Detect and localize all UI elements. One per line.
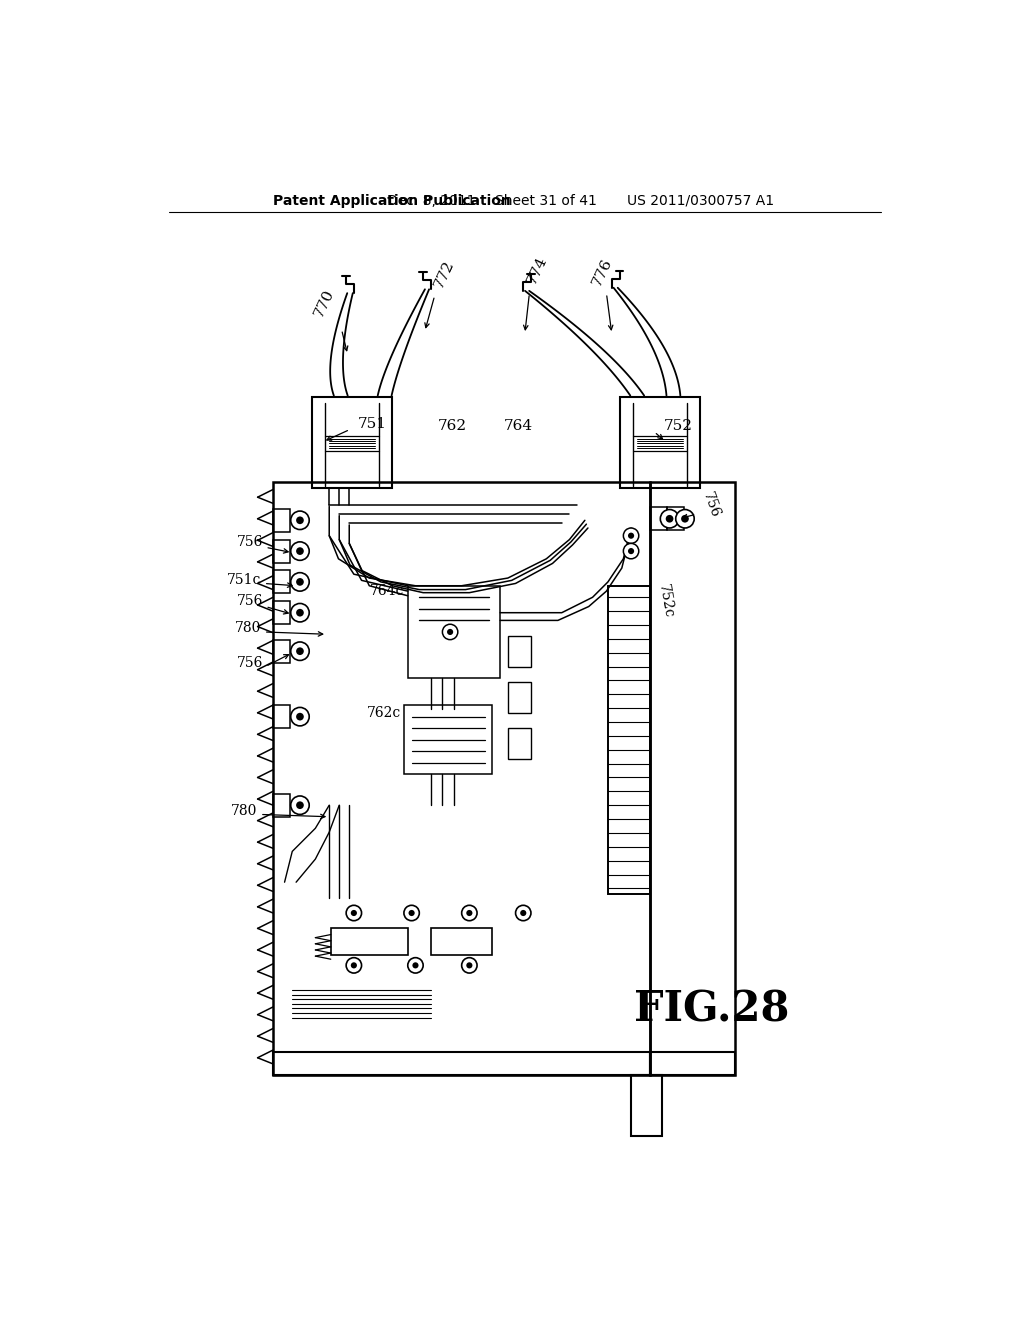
- Text: 772: 772: [432, 257, 457, 290]
- Bar: [408, 586, 500, 678]
- Circle shape: [291, 603, 309, 622]
- Bar: [273, 570, 290, 594]
- Circle shape: [291, 642, 309, 660]
- Circle shape: [291, 573, 309, 591]
- Circle shape: [351, 962, 357, 969]
- Text: 780: 780: [236, 622, 261, 635]
- Bar: [650, 482, 735, 1074]
- Circle shape: [681, 515, 689, 523]
- Circle shape: [346, 958, 361, 973]
- Circle shape: [291, 708, 309, 726]
- Text: Sheet 31 of 41: Sheet 31 of 41: [496, 194, 597, 207]
- Text: 770: 770: [312, 286, 337, 319]
- Circle shape: [628, 548, 634, 554]
- Text: 776: 776: [590, 256, 614, 289]
- Bar: [311, 397, 392, 488]
- Circle shape: [624, 528, 639, 544]
- Circle shape: [515, 906, 531, 921]
- Text: 752c: 752c: [655, 583, 676, 619]
- Bar: [273, 1052, 650, 1074]
- Circle shape: [413, 962, 419, 969]
- Text: 780: 780: [231, 804, 258, 818]
- Circle shape: [346, 906, 361, 921]
- Circle shape: [442, 624, 458, 640]
- Text: 756: 756: [700, 490, 723, 520]
- Circle shape: [466, 962, 472, 969]
- Text: 756: 756: [237, 656, 263, 669]
- Bar: [650, 1052, 735, 1074]
- Text: 751c: 751c: [227, 573, 261, 587]
- Text: FIG.28: FIG.28: [634, 989, 790, 1030]
- Bar: [273, 540, 290, 562]
- Text: 764: 764: [504, 420, 532, 433]
- Circle shape: [296, 516, 304, 524]
- Text: 764c: 764c: [370, 585, 403, 598]
- Circle shape: [624, 544, 639, 558]
- Circle shape: [676, 510, 694, 528]
- Bar: [273, 601, 290, 624]
- Bar: [508, 636, 531, 667]
- Text: 774: 774: [524, 253, 550, 286]
- Text: 751: 751: [357, 417, 387, 432]
- Circle shape: [409, 909, 415, 916]
- Text: 762c: 762c: [368, 706, 401, 719]
- Circle shape: [660, 510, 679, 528]
- Bar: [273, 793, 290, 817]
- Bar: [508, 682, 531, 713]
- Circle shape: [291, 543, 309, 561]
- Circle shape: [466, 909, 472, 916]
- Bar: [631, 1074, 662, 1137]
- Circle shape: [666, 515, 674, 523]
- Circle shape: [296, 548, 304, 554]
- Bar: [331, 928, 408, 956]
- Bar: [431, 928, 493, 956]
- Circle shape: [291, 796, 309, 814]
- Bar: [650, 507, 668, 531]
- Circle shape: [291, 511, 309, 529]
- Bar: [403, 705, 493, 775]
- Circle shape: [296, 801, 304, 809]
- Text: 756: 756: [237, 535, 263, 549]
- Circle shape: [408, 958, 423, 973]
- Circle shape: [296, 647, 304, 655]
- Bar: [508, 729, 531, 759]
- Circle shape: [628, 532, 634, 539]
- Bar: [273, 640, 290, 663]
- Bar: [668, 507, 684, 531]
- Text: 752: 752: [664, 420, 692, 433]
- Circle shape: [462, 958, 477, 973]
- Text: Patent Application Publication: Patent Application Publication: [273, 194, 511, 207]
- Bar: [620, 397, 700, 488]
- Bar: [273, 508, 290, 532]
- Circle shape: [462, 906, 477, 921]
- Circle shape: [351, 909, 357, 916]
- Text: Dec. 8, 2011: Dec. 8, 2011: [387, 194, 475, 207]
- Text: 762: 762: [438, 420, 467, 433]
- Circle shape: [296, 713, 304, 721]
- Text: US 2011/0300757 A1: US 2011/0300757 A1: [627, 194, 774, 207]
- Text: 756: 756: [237, 594, 263, 609]
- Bar: [608, 586, 650, 894]
- Bar: [273, 482, 650, 1074]
- Bar: [273, 705, 290, 729]
- Circle shape: [296, 578, 304, 586]
- Circle shape: [296, 609, 304, 616]
- Circle shape: [447, 628, 454, 635]
- Circle shape: [520, 909, 526, 916]
- Circle shape: [403, 906, 419, 921]
